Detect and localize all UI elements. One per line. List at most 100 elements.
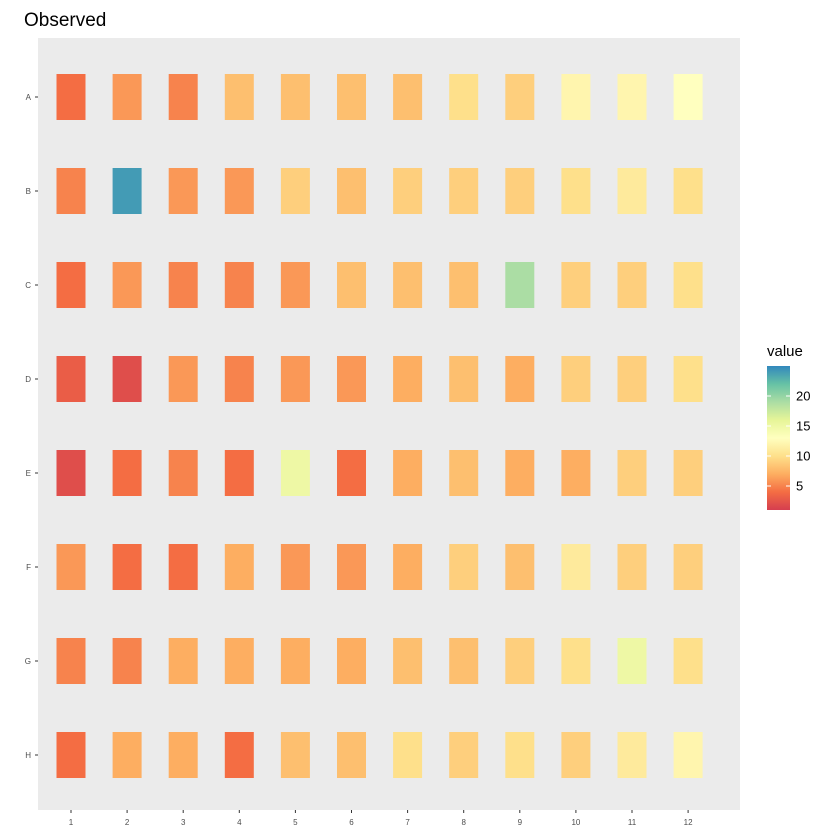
heatmap-cell-H5 [280, 732, 310, 778]
heatmap-cell-B11 [617, 168, 647, 214]
heatmap-cell-A7 [393, 74, 423, 120]
heatmap-cell-C4 [224, 262, 254, 308]
heatmap-cell-F11 [617, 544, 647, 590]
heatmap-cell-A3 [168, 74, 198, 120]
heatmap-cell-C9 [505, 262, 535, 308]
heatmap-cell-G4 [224, 638, 254, 684]
heatmap-cell-H2 [112, 732, 142, 778]
heatmap-cell-G12 [673, 638, 703, 684]
heatmap-cell-F10 [561, 544, 591, 590]
heatmap-cell-B4 [224, 168, 254, 214]
heatmap-cells [56, 74, 703, 778]
heatmap-cell-G3 [168, 638, 198, 684]
heatmap-cell-C10 [561, 262, 591, 308]
heatmap-cell-D3 [168, 356, 198, 402]
y-tick-label: B [26, 187, 31, 196]
heatmap-cell-G5 [280, 638, 310, 684]
heatmap-cell-B7 [393, 168, 423, 214]
heatmap-cell-B2 [112, 168, 142, 214]
heatmap-cell-E10 [561, 450, 591, 496]
heatmap-cell-F5 [280, 544, 310, 590]
y-tick-label: C [25, 281, 31, 290]
heatmap-cell-E7 [393, 450, 423, 496]
heatmap-cell-H7 [393, 732, 423, 778]
heatmap-cell-H11 [617, 732, 647, 778]
heatmap-cell-E9 [505, 450, 535, 496]
heatmap-cell-B12 [673, 168, 703, 214]
heatmap-cell-C12 [673, 262, 703, 308]
heatmap-cell-E8 [449, 450, 479, 496]
heatmap-cell-D12 [673, 356, 703, 402]
colorbar-ticks: 5 10 15 20 [767, 389, 810, 494]
heatmap-cell-H8 [449, 732, 479, 778]
heatmap-cell-F1 [56, 544, 86, 590]
x-tick-label: 8 [461, 818, 466, 827]
heatmap-cell-H3 [168, 732, 198, 778]
x-tick-label: 6 [349, 818, 354, 827]
heatmap-cell-B6 [337, 168, 366, 214]
heatmap-cell-D11 [617, 356, 647, 402]
heatmap-cell-E4 [224, 450, 254, 496]
heatmap-cell-B9 [505, 168, 535, 214]
colorbar-tick-label: 20 [796, 389, 810, 404]
heatmap-cell-F7 [393, 544, 423, 590]
heatmap-cell-G7 [393, 638, 423, 684]
heatmap-cell-G10 [561, 638, 591, 684]
heatmap-cell-B8 [449, 168, 479, 214]
heatmap-cell-H1 [56, 732, 86, 778]
heatmap-cell-G11 [617, 638, 647, 684]
y-tick-label: E [26, 469, 31, 478]
heatmap-cell-A9 [505, 74, 535, 120]
heatmap-cell-D5 [280, 356, 310, 402]
heatmap-cell-B10 [561, 168, 591, 214]
heatmap-cell-D4 [224, 356, 254, 402]
colorbar [767, 366, 790, 510]
heatmap-cell-G8 [449, 638, 479, 684]
heatmap-cell-C7 [393, 262, 423, 308]
heatmap-cell-E1 [56, 450, 86, 496]
heatmap-cell-D7 [393, 356, 423, 402]
x-axis: 1 2 3 4 5 6 7 8 9 10 11 12 [69, 810, 693, 827]
heatmap-cell-A8 [449, 74, 479, 120]
y-tick-label: F [26, 563, 31, 572]
heatmap-cell-A2 [112, 74, 142, 120]
heatmap-cell-C6 [337, 262, 366, 308]
y-tick-label: D [25, 375, 31, 384]
x-tick-label: 2 [125, 818, 130, 827]
colorbar-tick-label: 5 [796, 479, 803, 494]
heatmap-cell-A12 [673, 74, 703, 120]
heatmap-cell-E3 [168, 450, 198, 496]
x-tick-label: 9 [518, 818, 523, 827]
heatmap-cell-F8 [449, 544, 479, 590]
x-tick-label: 7 [405, 818, 410, 827]
heatmap-cell-C1 [56, 262, 86, 308]
color-legend: value 5 10 15 20 [767, 343, 810, 510]
heatmap-cell-F6 [337, 544, 366, 590]
x-tick-label: 5 [293, 818, 298, 827]
heatmap-cell-F3 [168, 544, 198, 590]
heatmap-cell-H9 [505, 732, 535, 778]
heatmap-cell-H10 [561, 732, 591, 778]
heatmap-cell-B3 [168, 168, 198, 214]
legend-title: value [767, 343, 803, 360]
x-tick-label: 3 [181, 818, 186, 827]
heatmap-cell-D9 [505, 356, 535, 402]
heatmap-cell-E6 [337, 450, 366, 496]
x-tick-label: 10 [571, 818, 580, 827]
y-axis: A B C D E F G H [25, 93, 38, 760]
heatmap-cell-D2 [112, 356, 142, 402]
heatmap-cell-D8 [449, 356, 479, 402]
y-tick-label: A [26, 93, 32, 102]
heatmap-cell-D1 [56, 356, 86, 402]
heatmap-cell-C3 [168, 262, 198, 308]
heatmap-cell-A1 [56, 74, 86, 120]
heatmap-cell-A4 [224, 74, 254, 120]
heatmap-cell-C5 [280, 262, 310, 308]
heatmap-cell-A10 [561, 74, 591, 120]
y-tick-label: H [25, 751, 31, 760]
heatmap-cell-F4 [224, 544, 254, 590]
heatmap-cell-D10 [561, 356, 591, 402]
colorbar-tick-label: 15 [796, 419, 810, 434]
heatmap-cell-E12 [673, 450, 703, 496]
